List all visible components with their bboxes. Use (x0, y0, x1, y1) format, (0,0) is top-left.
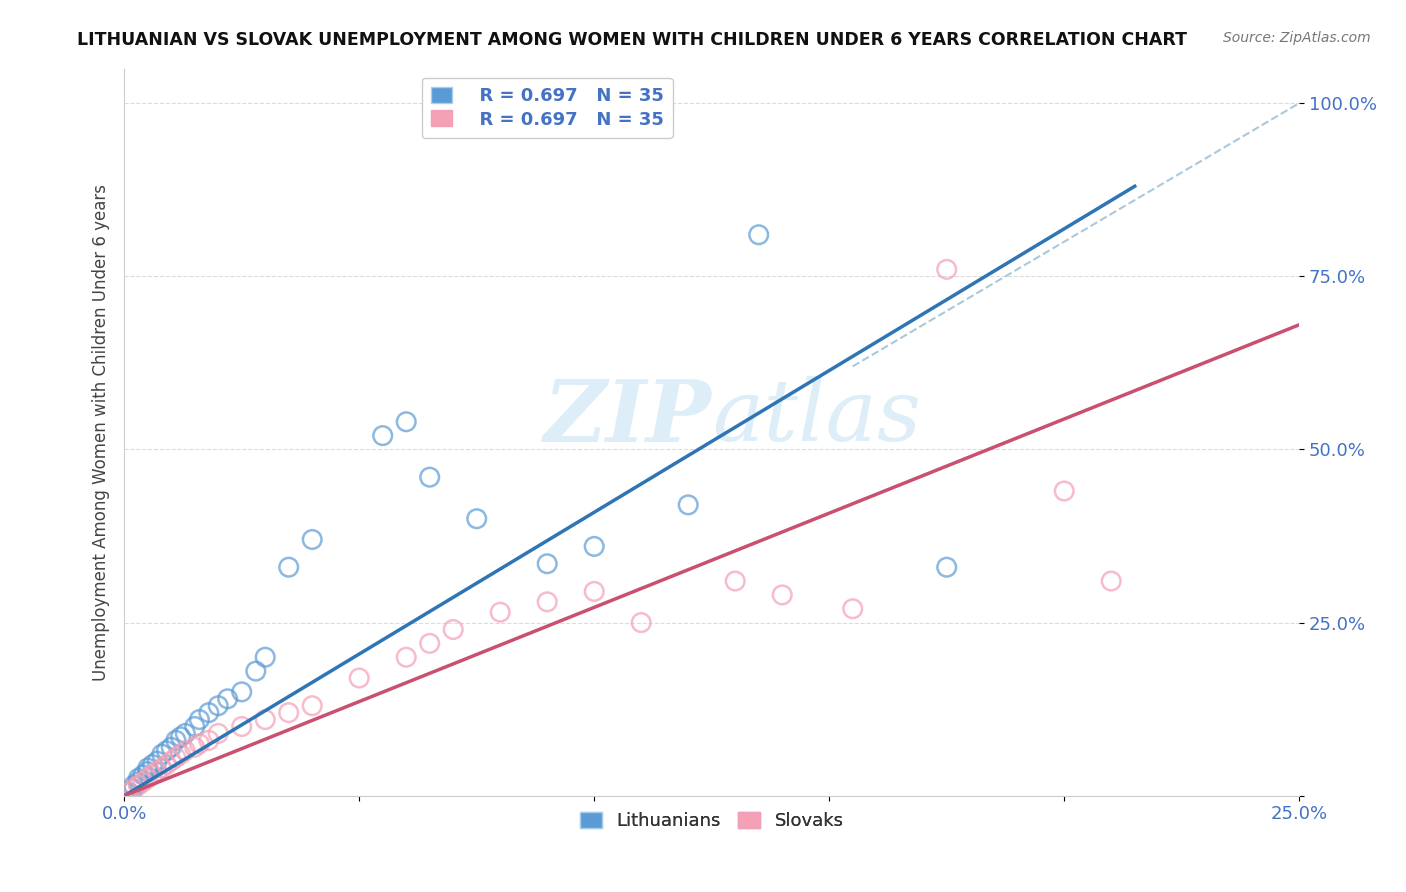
Point (583, 540, 606, 554)
Point (277, 560, 299, 574)
Point (676, 498, 699, 512)
Point (465, 512, 488, 526)
Point (301, 533, 323, 547)
Point (245, 664, 267, 678)
Point (188, 737, 211, 751)
Point (536, 557, 558, 571)
Point (441, 623, 464, 637)
Point (183, 719, 205, 733)
Point (155, 757, 177, 772)
Text: LITHUANIAN VS SLOVAK UNEMPLOYMENT AMONG WOMEN WITH CHILDREN UNDER 6 YEARS CORREL: LITHUANIAN VS SLOVAK UNEMPLOYMENT AMONG … (77, 31, 1187, 49)
Point (254, 713, 277, 727)
Point (748, 227, 770, 242)
Text: Source: ZipAtlas.com: Source: ZipAtlas.com (1223, 31, 1371, 45)
Text: atlas: atlas (711, 376, 921, 458)
Point (254, 650, 277, 665)
Point (198, 733, 221, 747)
Point (160, 754, 183, 768)
Point (724, 574, 747, 588)
Point (169, 747, 191, 762)
Point (136, 764, 159, 779)
Point (583, 584, 606, 599)
Point (118, 785, 141, 799)
Point (122, 778, 145, 792)
Point (146, 754, 169, 768)
Point (136, 772, 159, 786)
Point (371, 428, 394, 442)
Point (127, 778, 149, 792)
Point (489, 605, 512, 619)
Point (347, 671, 370, 685)
Point (277, 706, 299, 720)
Point (198, 706, 221, 720)
Y-axis label: Unemployment Among Women with Children Under 6 years: Unemployment Among Women with Children U… (93, 184, 110, 681)
Point (132, 768, 155, 782)
Point (207, 726, 229, 740)
Point (136, 761, 159, 775)
Point (150, 747, 173, 762)
Legend: Lithuanians, Slovaks: Lithuanians, Slovaks (572, 805, 851, 838)
Point (841, 601, 863, 615)
Point (169, 730, 191, 744)
Point (141, 768, 163, 782)
Point (141, 757, 163, 772)
Point (217, 691, 239, 706)
Point (127, 772, 149, 786)
Text: ZIP: ZIP (544, 376, 711, 459)
Point (183, 740, 205, 755)
Point (188, 713, 211, 727)
Point (118, 785, 141, 799)
Point (935, 262, 957, 277)
Point (207, 698, 229, 713)
Point (419, 636, 441, 650)
Point (536, 595, 558, 609)
Point (419, 470, 441, 484)
Point (630, 615, 652, 630)
Point (1099, 574, 1122, 588)
Point (231, 685, 253, 699)
Point (122, 781, 145, 796)
Point (770, 588, 793, 602)
Point (150, 761, 173, 775)
Point (174, 726, 197, 740)
Point (935, 560, 957, 574)
Point (395, 415, 418, 429)
Point (395, 650, 418, 665)
Point (146, 764, 169, 779)
Point (160, 740, 183, 755)
Point (174, 744, 197, 758)
Point (165, 733, 187, 747)
Point (301, 698, 323, 713)
Point (132, 775, 155, 789)
Point (122, 781, 145, 796)
Point (231, 719, 253, 733)
Point (1053, 483, 1076, 498)
Point (155, 744, 177, 758)
Point (165, 750, 187, 764)
Point (127, 775, 149, 789)
